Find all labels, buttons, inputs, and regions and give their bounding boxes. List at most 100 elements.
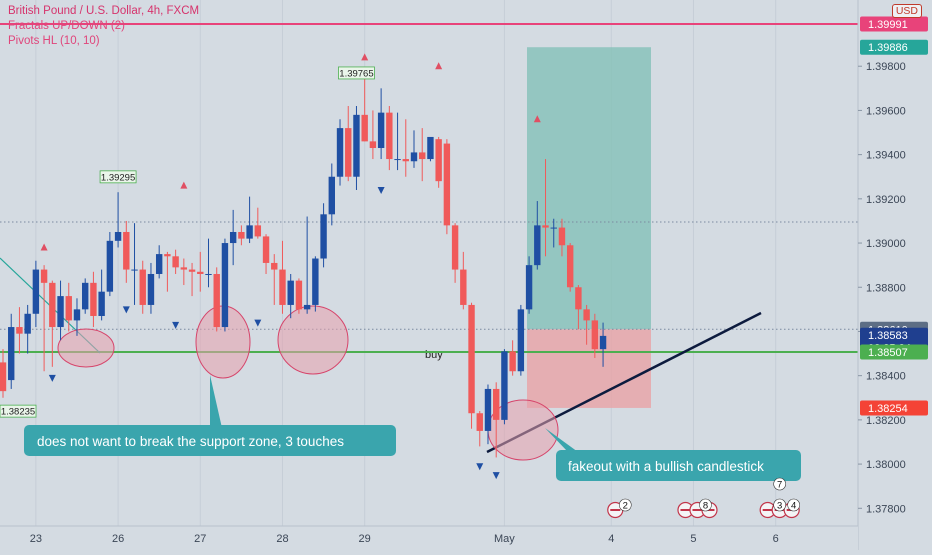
fractal-up-icon — [533, 115, 541, 123]
event-count-text: 7 — [777, 480, 782, 491]
pivot-label-text: 1.39295 — [101, 172, 135, 183]
price-tick-label: 1.38800 — [866, 282, 906, 294]
price-tag-text: 1.39886 — [868, 42, 908, 54]
candle-body — [155, 254, 163, 274]
fractal-markers — [40, 53, 541, 480]
price-tag[interactable] — [860, 39, 928, 55]
candle-body — [197, 271, 204, 274]
callouts[interactable]: does not want to break the support zone,… — [24, 375, 801, 481]
economic-events[interactable]: 2 8 7 3 4 — [607, 477, 800, 519]
candle-body — [246, 225, 253, 239]
candle-body — [525, 265, 533, 310]
price-tick-label: 1.38000 — [866, 459, 906, 471]
price-tag[interactable] — [860, 400, 928, 416]
candle-body — [451, 225, 459, 270]
time-axis[interactable]: 23 26 27 28 29 May 4 5 6 — [0, 525, 858, 550]
currency-badge[interactable]: USD — [891, 4, 922, 18]
candle-body — [106, 240, 114, 292]
candle-body — [394, 159, 401, 161]
candle-body — [460, 269, 467, 305]
horizontal-lines — [0, 23, 858, 354]
candle-body — [583, 309, 590, 321]
event-count-text: 3 — [777, 501, 782, 512]
price-tag-text: 1.38583 — [868, 330, 908, 342]
fakeout-callout[interactable]: fakeout with a bullish candlestick — [545, 428, 801, 481]
candle-body — [542, 225, 549, 228]
candle-body — [279, 269, 286, 305]
legend-indicator-fractals: Fractals UP/DOWN (2) — [8, 20, 125, 32]
pivot-label-text: 1.38235 — [1, 407, 35, 418]
price-tag-text: 1.39991 — [868, 19, 908, 31]
position-loss-zone[interactable] — [527, 329, 651, 408]
candle-body — [361, 114, 368, 142]
candle-body — [476, 413, 483, 431]
time-tick-label: 6 — [773, 533, 779, 545]
candle-body — [501, 351, 508, 420]
fakeout-callout-text: fakeout with a bullish candlestick — [568, 459, 764, 474]
time-tick-label: 27 — [194, 533, 206, 545]
candle-body — [336, 128, 344, 177]
candle-body — [427, 136, 434, 160]
fractal-down-icon — [172, 321, 180, 329]
candle-body — [221, 243, 229, 328]
position-profit-zone[interactable] — [527, 47, 651, 330]
candle-body — [517, 309, 525, 372]
position-buy-label: buy — [425, 349, 443, 361]
candle-body — [238, 231, 245, 239]
time-tick-label: 29 — [359, 533, 371, 545]
pivot-labels: 1.39295 1.39765 1.38235 — [0, 66, 375, 418]
price-tick-label: 1.38200 — [866, 415, 906, 427]
fractal-down-icon — [122, 306, 130, 314]
candle-body — [550, 227, 557, 229]
candle-body — [443, 143, 451, 226]
time-tick-label: May — [494, 533, 515, 545]
price-tag-text: 1.38507 — [868, 347, 908, 359]
candle-body — [32, 269, 40, 314]
support-callout-text: does not want to break the support zone,… — [37, 434, 344, 449]
fractal-up-icon — [361, 53, 369, 61]
candle-body — [575, 287, 582, 310]
fractal-down-icon — [492, 472, 500, 480]
pivot-label-text: 1.39765 — [339, 68, 373, 79]
event-count-badge — [618, 498, 632, 512]
price-tick-label: 1.37800 — [866, 503, 906, 515]
fractal-down-icon — [48, 374, 56, 382]
price-tag[interactable] — [860, 344, 928, 360]
position-tool[interactable]: buy — [425, 47, 651, 408]
candle-body — [345, 128, 352, 177]
price-tick-label: 1.39600 — [866, 105, 906, 117]
candle-body — [386, 112, 393, 160]
chart-legend[interactable]: British Pound / U.S. Dollar, 4h, FXCM Fr… — [8, 4, 199, 49]
support-touch-ellipse[interactable] — [277, 305, 349, 375]
candle-body — [410, 152, 418, 162]
event-count-badge — [699, 498, 712, 512]
candle-body — [90, 282, 97, 316]
candle-body — [213, 273, 220, 328]
candle-body — [377, 112, 385, 149]
candle-body — [114, 231, 122, 241]
candle-body — [599, 335, 607, 350]
price-axis[interactable]: 1.378001.380001.382001.384001.386001.388… — [857, 0, 932, 550]
support-touch-ellipse[interactable] — [57, 328, 115, 368]
candle-body — [320, 214, 327, 259]
price-tick-label: 1.39400 — [866, 150, 906, 162]
candle-body — [566, 245, 574, 288]
support-callout[interactable]: does not want to break the support zone,… — [24, 375, 396, 456]
candle-body — [205, 273, 212, 275]
candle-body — [147, 273, 155, 305]
candle-body — [262, 236, 270, 263]
legend-indicator-pivots: Pivots HL (10, 10) — [8, 35, 100, 47]
price-tag[interactable] — [860, 16, 928, 32]
price-tick-label: 1.39200 — [866, 194, 906, 206]
event-count-text: 4 — [791, 501, 796, 512]
candle-body — [73, 309, 81, 321]
candle-body — [493, 388, 500, 420]
support-callout-pointer — [210, 375, 222, 428]
candle-body — [49, 282, 56, 328]
candle-body — [369, 141, 377, 149]
price-tag-text: 1.38254 — [868, 403, 908, 415]
event-count-badge — [773, 498, 786, 512]
candle-body — [419, 152, 426, 160]
